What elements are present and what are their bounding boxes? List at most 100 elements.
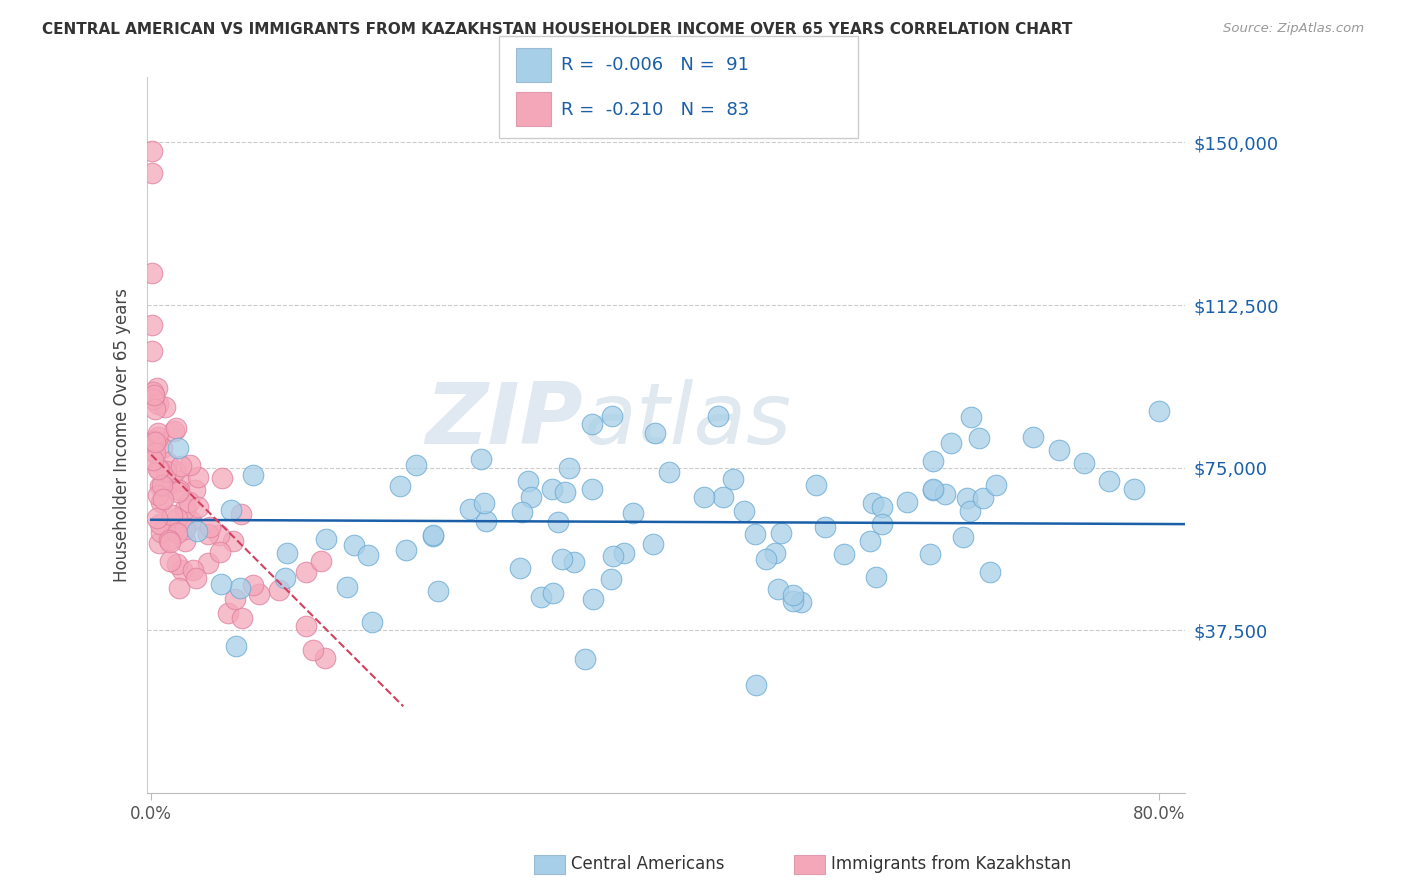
Point: [309, 554, 332, 568]
Point: [167, 485, 190, 500]
Point: [516, 475, 538, 489]
Point: [163, 424, 186, 438]
Point: [169, 582, 191, 596]
Point: [602, 549, 624, 563]
Point: [967, 431, 990, 445]
Point: [770, 525, 793, 540]
Point: [149, 479, 172, 493]
Point: [1149, 404, 1171, 418]
Point: [166, 511, 188, 525]
Point: [395, 543, 418, 558]
Point: [474, 496, 496, 510]
Point: [302, 643, 325, 657]
Point: [276, 546, 298, 560]
Point: [187, 470, 209, 484]
Point: [142, 452, 165, 467]
Point: [166, 557, 188, 571]
Text: Immigrants from Kazakhstan: Immigrants from Kazakhstan: [831, 855, 1071, 873]
Point: [141, 343, 163, 358]
Point: [1022, 430, 1045, 444]
Point: [149, 516, 172, 531]
Point: [336, 580, 359, 594]
Point: [755, 551, 778, 566]
Point: [581, 482, 603, 496]
Point: [745, 677, 768, 691]
Point: [865, 570, 887, 584]
Text: ZIP: ZIP: [426, 379, 583, 462]
Point: [174, 533, 197, 548]
Point: [145, 381, 167, 395]
Point: [211, 471, 233, 485]
Point: [613, 546, 636, 560]
Point: [641, 537, 664, 551]
Point: [229, 508, 252, 522]
Point: [157, 533, 180, 547]
Point: [174, 502, 197, 516]
Point: [141, 442, 163, 457]
Point: [143, 435, 166, 450]
Point: [148, 536, 170, 550]
Point: [165, 464, 187, 478]
Point: [153, 478, 176, 492]
Text: atlas: atlas: [583, 379, 792, 462]
Point: [274, 571, 297, 585]
Point: [179, 458, 201, 472]
Point: [159, 554, 181, 568]
Point: [921, 483, 943, 497]
Point: [247, 587, 270, 601]
Point: [550, 551, 572, 566]
Point: [142, 385, 165, 400]
Point: [314, 651, 336, 665]
Point: [582, 591, 605, 606]
Point: [707, 409, 730, 423]
Point: [142, 434, 165, 448]
Point: [149, 525, 172, 540]
Point: [146, 397, 169, 411]
Point: [231, 611, 253, 625]
Point: [621, 506, 644, 520]
Point: [181, 563, 204, 577]
Point: [509, 561, 531, 575]
Point: [187, 500, 209, 515]
Point: [146, 434, 169, 448]
Point: [172, 563, 194, 577]
Point: [242, 468, 264, 483]
Point: [934, 487, 956, 501]
Point: [197, 556, 219, 570]
Point: [146, 430, 169, 444]
Point: [170, 458, 193, 473]
Point: [141, 266, 163, 280]
Point: [458, 501, 481, 516]
Point: [388, 479, 411, 493]
Point: [554, 485, 576, 500]
Point: [972, 491, 994, 505]
Point: [141, 166, 163, 180]
Point: [470, 452, 492, 467]
Point: [209, 577, 232, 591]
Point: [200, 520, 222, 534]
Point: [150, 442, 173, 456]
Point: [574, 652, 596, 666]
Point: [146, 511, 169, 525]
Point: [162, 476, 184, 491]
Point: [357, 548, 380, 562]
Point: [224, 592, 246, 607]
Point: [858, 534, 880, 549]
Point: [782, 588, 804, 602]
Point: [219, 503, 242, 517]
Point: [834, 548, 856, 562]
Point: [229, 581, 252, 595]
Point: [142, 388, 165, 402]
Point: [896, 495, 918, 509]
Point: [208, 545, 231, 559]
Point: [295, 566, 318, 580]
Point: [152, 492, 174, 507]
Point: [1098, 474, 1121, 488]
Point: [426, 583, 449, 598]
Point: [979, 566, 1001, 580]
Point: [1047, 443, 1070, 458]
Point: [295, 619, 318, 633]
Point: [184, 483, 207, 498]
Point: [541, 585, 564, 599]
Point: [711, 490, 734, 504]
